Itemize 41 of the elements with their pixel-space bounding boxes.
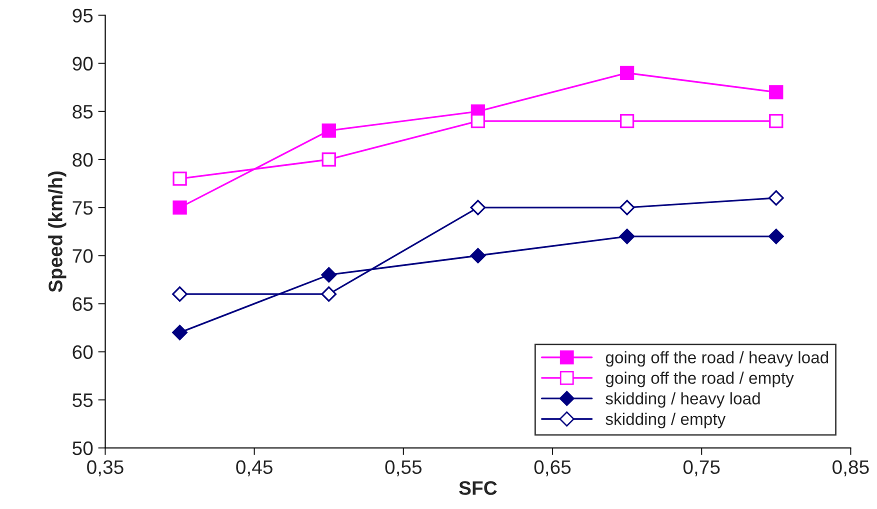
y-tick-label: 70 bbox=[72, 249, 93, 263]
point bbox=[620, 114, 634, 128]
point bbox=[172, 324, 188, 340]
point bbox=[470, 114, 486, 128]
point bbox=[321, 286, 337, 302]
point bbox=[322, 152, 336, 167]
point bbox=[172, 200, 187, 215]
point bbox=[769, 114, 784, 128]
legend-label: skidding / empty bbox=[606, 412, 726, 428]
x-tick-label: 0,85 bbox=[832, 460, 869, 476]
point bbox=[321, 267, 337, 283]
x-tick-label: 0,65 bbox=[534, 460, 571, 476]
x-axis-title: SFC bbox=[459, 481, 497, 495]
y-tick-label: 50 bbox=[72, 441, 93, 456]
x-tick-label: 0,35 bbox=[87, 460, 124, 476]
x-tick-label: 0,45 bbox=[236, 460, 272, 476]
legend-label: skidding / heavy load bbox=[606, 392, 760, 408]
y-tick-label: 55 bbox=[72, 394, 93, 408]
y-tick-label: 85 bbox=[72, 104, 93, 119]
legend-label: going off the road / heavy load bbox=[606, 351, 828, 367]
point bbox=[768, 190, 784, 206]
y-tick-label: 80 bbox=[72, 152, 93, 167]
point bbox=[620, 66, 634, 80]
point bbox=[470, 248, 486, 264]
point bbox=[172, 172, 187, 186]
y-axis-title: Speed (km/h) bbox=[48, 172, 66, 292]
y-tick-label: 90 bbox=[72, 56, 93, 71]
y-tick-label: 60 bbox=[72, 345, 93, 360]
legend-label: going off the road / empty bbox=[606, 372, 794, 388]
x-tick-label: 0,55 bbox=[385, 460, 422, 476]
y-tick-label: 75 bbox=[72, 201, 93, 215]
point bbox=[619, 228, 635, 244]
y-tick-label: 65 bbox=[72, 297, 93, 311]
y-tick-label: 95 bbox=[72, 8, 93, 23]
point bbox=[768, 228, 784, 244]
point bbox=[172, 286, 188, 302]
point bbox=[322, 124, 336, 138]
point bbox=[769, 85, 784, 100]
x-tick-label: 0,75 bbox=[683, 460, 720, 476]
point bbox=[470, 200, 486, 216]
point bbox=[619, 200, 635, 216]
